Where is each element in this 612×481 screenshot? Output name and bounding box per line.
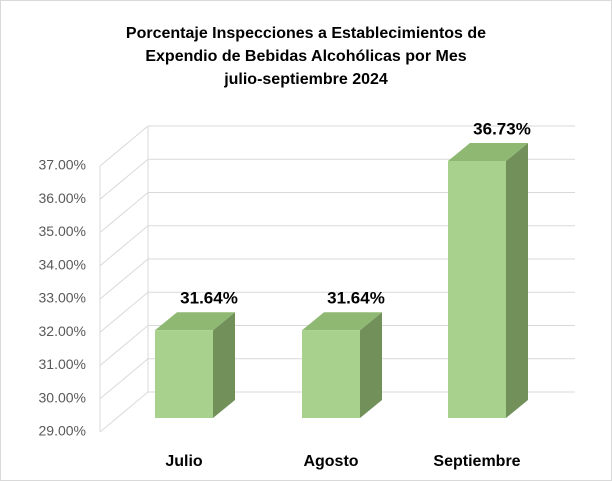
bar-side <box>506 142 528 419</box>
x-tick-label: Septiembre <box>433 453 520 470</box>
x-tick-label: Julio <box>165 453 203 470</box>
bar-side <box>360 312 382 418</box>
grid-line <box>99 391 575 433</box>
y-tick-label: 34.00% <box>39 256 86 272</box>
y-tick-label: 29.00% <box>39 423 86 439</box>
grid-line <box>99 258 575 300</box>
value-label: 36.73% <box>473 119 531 138</box>
value-label: 31.64% <box>180 289 238 308</box>
value-label: 31.64% <box>327 289 385 308</box>
chart-title: julio-septiembre 2024 <box>223 71 388 88</box>
x-tick-label: Agosto <box>303 453 358 470</box>
grid-line <box>99 358 575 400</box>
grid-line <box>99 192 575 233</box>
y-tick-label: 31.00% <box>39 356 86 372</box>
grid-line <box>99 325 575 366</box>
bar <box>302 330 360 418</box>
bar <box>448 160 506 419</box>
grid-line <box>99 225 575 267</box>
bar <box>155 330 213 418</box>
bar-side <box>213 312 235 418</box>
chart-title: Expendio de Bebidas Alcohólicas por Mes <box>145 48 466 65</box>
y-tick-label: 37.00% <box>39 157 86 173</box>
y-tick-label: 32.00% <box>39 323 86 339</box>
chart-title: Porcentaje Inspecciones a Establecimient… <box>126 25 486 42</box>
y-tick-label: 30.00% <box>39 389 86 405</box>
bar-top <box>448 142 528 161</box>
grid-line <box>99 158 575 200</box>
bar-top <box>155 312 235 331</box>
grid-line <box>99 125 575 167</box>
bar-top <box>302 312 382 331</box>
grid-line <box>99 291 575 333</box>
y-tick-label: 35.00% <box>39 223 86 239</box>
y-tick-label: 33.00% <box>39 290 86 306</box>
y-tick-label: 36.00% <box>39 190 86 206</box>
